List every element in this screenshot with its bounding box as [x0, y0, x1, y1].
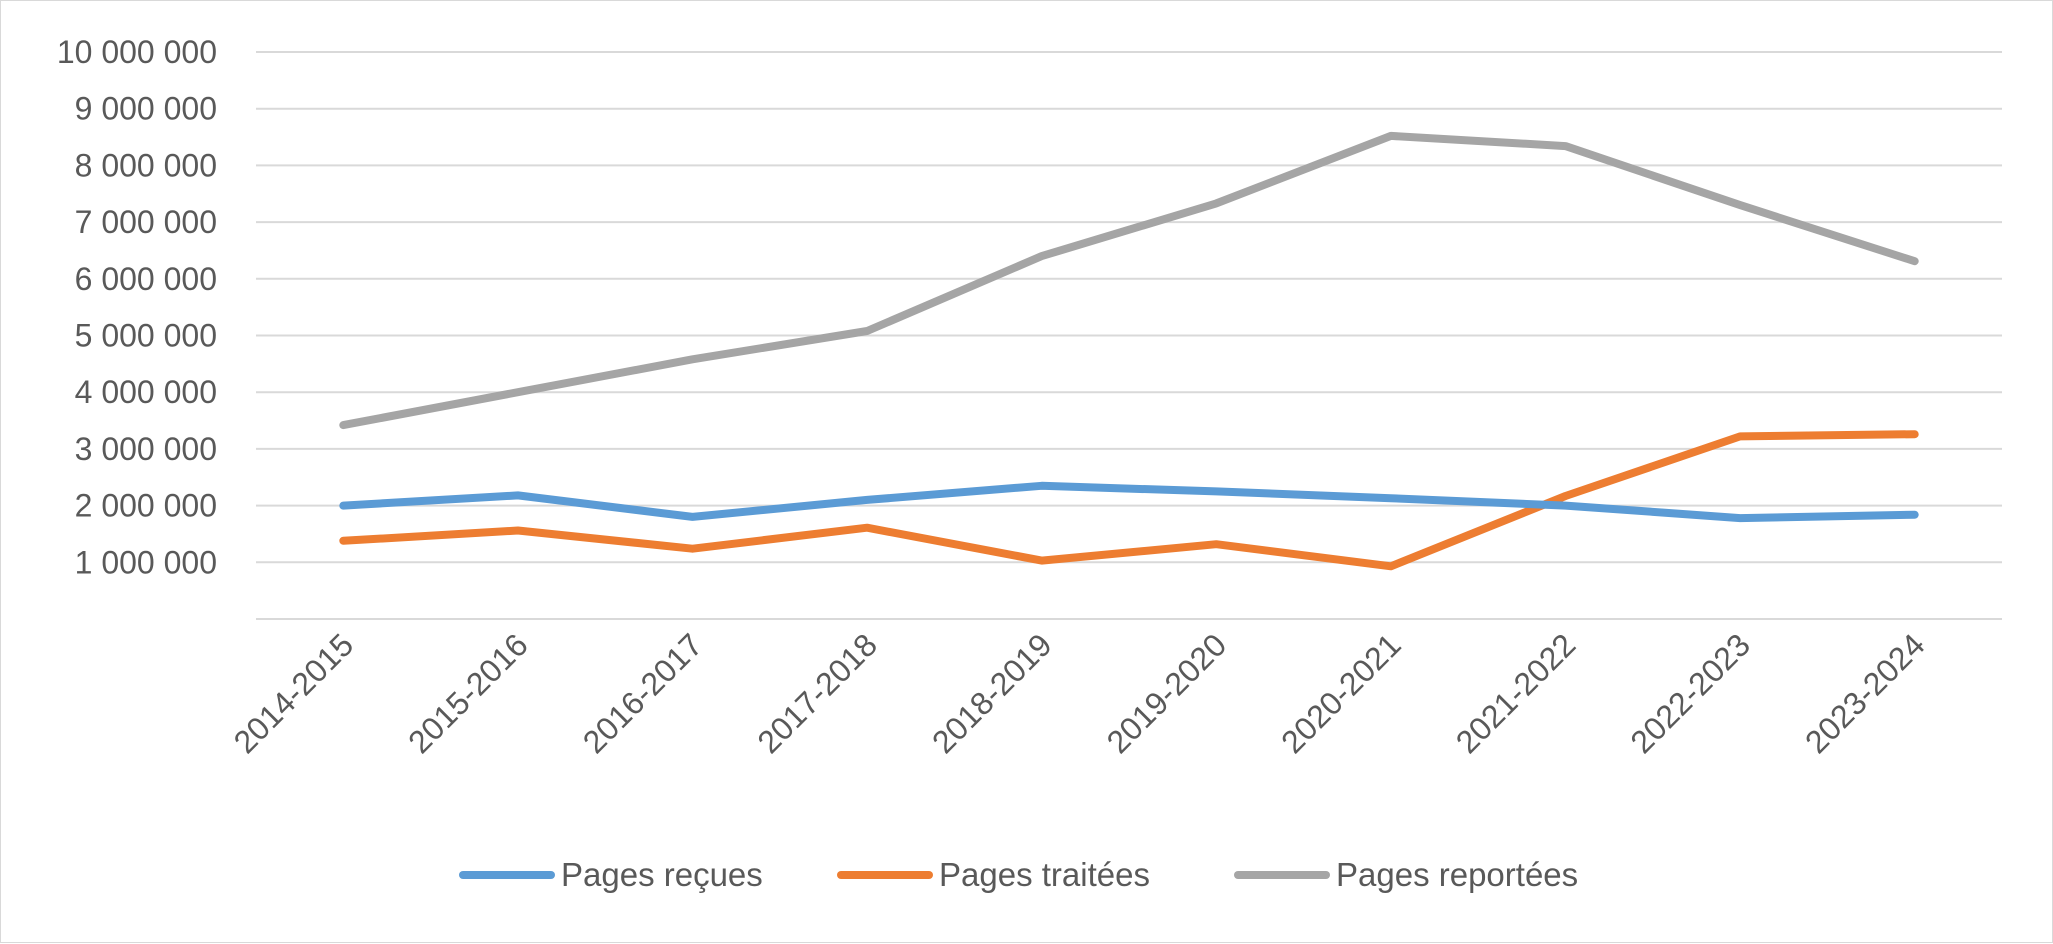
legend-label: Pages reçues	[561, 856, 763, 893]
x-tick-label: 2018-2019	[925, 626, 1059, 760]
x-tick-label: 2016-2017	[576, 626, 710, 760]
y-tick-label: 7 000 000	[75, 204, 217, 240]
gridlines	[256, 51, 2002, 620]
y-tick-label: 4 000 000	[75, 374, 217, 410]
x-tick-label: 2022-2023	[1623, 626, 1757, 760]
x-tick-label: 2021-2022	[1449, 626, 1583, 760]
legend: Pages reçues Pages traitées Pages reportée…	[459, 856, 1578, 893]
x-tick-label: 2014-2015	[227, 626, 361, 760]
x-tick-label: 2023-2024	[1798, 626, 1932, 760]
y-tick-label: 8 000 000	[75, 147, 217, 183]
series-line-pages-trait-es	[339, 430, 1919, 571]
x-tick-label: 2019-2020	[1100, 626, 1234, 760]
series-lines	[339, 131, 1919, 571]
y-tick-label: 2 000 000	[75, 488, 217, 524]
y-tick-label: 3 000 000	[75, 431, 217, 467]
y-tick-label: 5 000 000	[75, 318, 217, 354]
x-tick-label: 2020-2021	[1274, 626, 1408, 760]
x-tick-label: 2017-2018	[750, 626, 884, 760]
y-tick-label: 10 000 000	[57, 34, 217, 70]
x-axis-ticks: 2014-2015 2015-2016 2016-2017 2017-2018 2018…	[227, 626, 1932, 760]
y-axis-ticks: 1 000 000 2 000 000 3 000 000 4 000 000 5 00…	[57, 34, 217, 580]
y-tick-label: 9 000 000	[75, 91, 217, 127]
y-tick-label: 1 000 000	[75, 544, 217, 580]
legend-label: Pages traitées	[939, 856, 1150, 893]
series-line-pages-re-ues	[339, 481, 1919, 523]
x-tick-label: 2015-2016	[401, 626, 535, 760]
series-line-pages-report-es	[339, 131, 1919, 430]
y-tick-label: 6 000 000	[75, 261, 217, 297]
legend-label: Pages reportées	[1336, 856, 1578, 893]
